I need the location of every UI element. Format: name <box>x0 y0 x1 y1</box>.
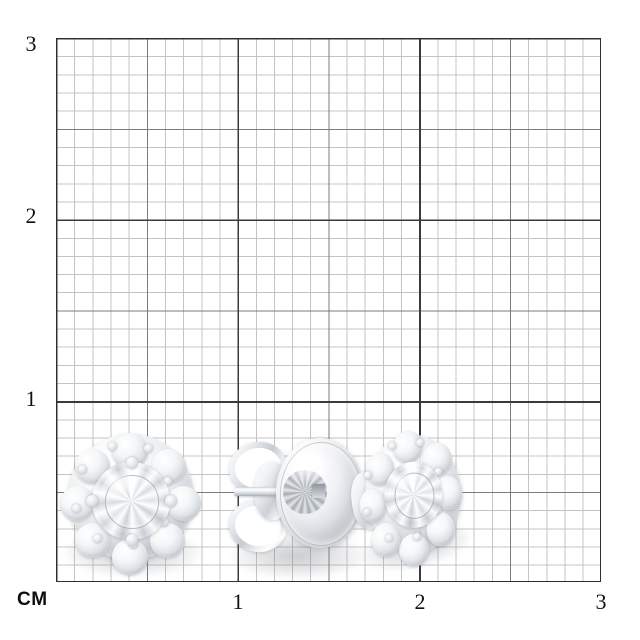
y-axis-tick-3: 3 <box>25 31 37 56</box>
halo-prong <box>144 444 153 453</box>
x-axis-tick-3: 3 <box>595 589 607 614</box>
center-prong <box>86 495 98 507</box>
halo-prong <box>78 465 87 474</box>
halo-prong <box>72 504 81 513</box>
center-prong <box>126 457 138 469</box>
center-prong <box>126 534 138 546</box>
earring-angled-view <box>343 420 473 580</box>
diamond-girdle <box>105 475 159 529</box>
x-axis-tick-2: 2 <box>414 589 426 614</box>
y-axis-tick-1: 1 <box>25 386 37 411</box>
x-axis-tick-1: 1 <box>232 589 244 614</box>
y-axis-tick-2: 2 <box>25 203 37 228</box>
center-prong <box>165 495 177 507</box>
center-diamond <box>92 462 170 540</box>
unit-label-cm: CM <box>17 589 48 610</box>
halo-prong <box>108 442 117 451</box>
center-diamond <box>380 456 447 534</box>
post-notch <box>312 484 325 498</box>
earring-front-view <box>60 430 205 580</box>
